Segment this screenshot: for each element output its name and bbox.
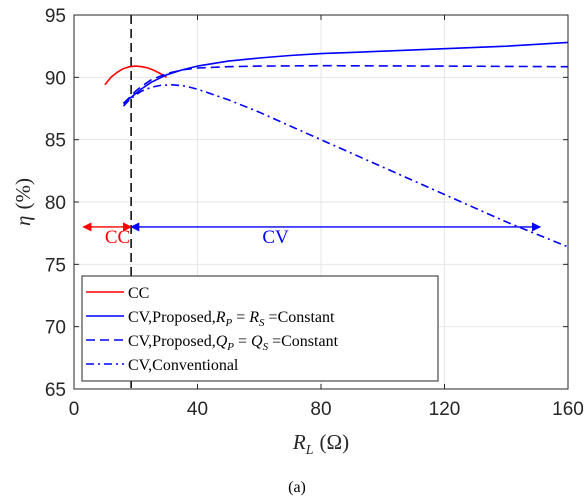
y-tick-label: 75 <box>45 255 66 276</box>
y-axis-label: η(%) <box>11 178 35 226</box>
ticks <box>73 14 569 390</box>
tick-labels: 0 40 80 120 160 65 70 75 80 85 90 95 <box>45 6 584 420</box>
annotation-group: CC CV <box>82 222 542 248</box>
legend-box <box>81 275 439 382</box>
x-tick-label: 40 <box>187 399 208 420</box>
y-tick-label: 70 <box>45 318 66 339</box>
series-line-3 <box>122 64 568 105</box>
y-tick-label: 90 <box>45 68 66 89</box>
series-line-1 <box>104 65 168 86</box>
x-tick-label: 120 <box>429 399 461 420</box>
legend-label-3: CV,Proposed,QP = QS =Constant <box>128 333 339 353</box>
y-tick-label: 85 <box>45 131 66 152</box>
figure-caption: (a) <box>288 479 306 496</box>
legend-label-4: CV,Conventional <box>128 357 239 374</box>
series-line-2 <box>122 41 568 105</box>
cc-region-label: CC <box>105 227 130 248</box>
cv-region-label: CV <box>262 227 289 248</box>
y-tick-label: 95 <box>45 6 66 27</box>
series-group <box>104 41 568 248</box>
y-tick-label: 65 <box>45 380 66 401</box>
legend-label-2: CV,Proposed,RP = RS =Constant <box>128 309 335 329</box>
x-tick-label: 160 <box>552 399 584 420</box>
series-line-4 <box>122 84 568 248</box>
x-tick-label: 80 <box>310 399 331 420</box>
grid <box>73 14 569 390</box>
y-tick-label: 80 <box>45 193 66 214</box>
x-axis-label: RL (Ω) <box>292 430 349 458</box>
x-tick-label: 0 <box>69 399 80 420</box>
legend-label-1: CC <box>128 285 149 302</box>
legend: CC CV,Proposed,RP = RS =Constant CV,Propos… <box>81 275 439 382</box>
